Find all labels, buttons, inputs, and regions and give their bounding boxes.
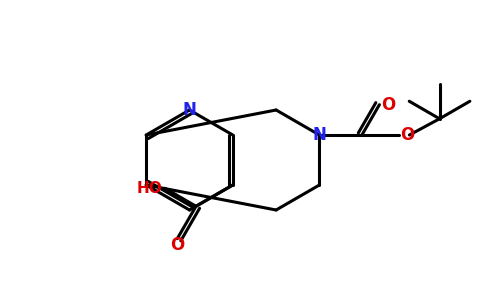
Text: N: N: [182, 101, 197, 119]
Text: O: O: [381, 96, 395, 114]
Text: O: O: [170, 236, 184, 254]
Text: N: N: [313, 126, 326, 144]
Text: O: O: [400, 126, 414, 144]
Text: HO: HO: [136, 181, 162, 196]
